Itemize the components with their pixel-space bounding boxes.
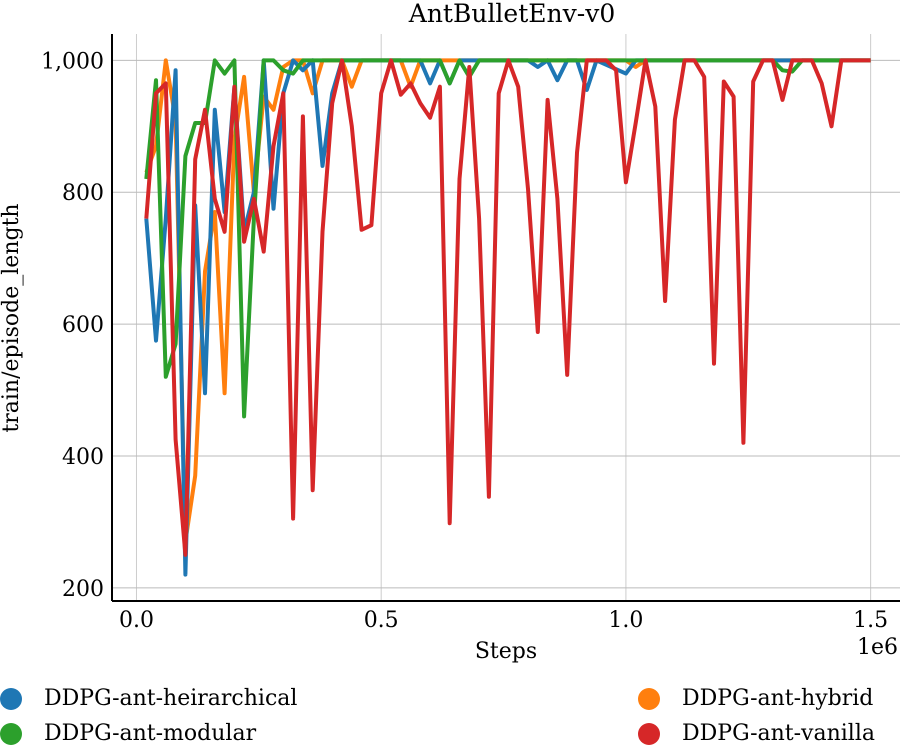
y-tick-label: 400: [62, 445, 104, 470]
legend-label: DDPG-ant-hybrid: [682, 686, 874, 711]
chart: AntBulletEnv-v0 0.0 0.5 1.0 1.5 200 400 600 800…: [0, 0, 900, 664]
x-axis-label: Steps: [475, 639, 537, 664]
legend-label: DDPG-ant-vanilla: [682, 721, 875, 746]
legend-dot-icon: [0, 687, 22, 710]
legend-dot-icon: [0, 722, 22, 745]
legend-item-modular: DDPG-ant-modular: [0, 721, 256, 746]
y-axis-label: train/episode_length: [0, 203, 24, 432]
y-tick-label: 600: [62, 313, 104, 338]
tick-labels: 0.0 0.5 1.0 1.5 200 400 600 800 1,000: [41, 49, 888, 633]
x-tick-label: 1.5: [853, 608, 888, 633]
series-lines: [144, 58, 871, 577]
x-axis-offset-label: 1e6: [857, 635, 898, 660]
axes: [111, 34, 900, 602]
y-tick-label: 200: [62, 577, 104, 602]
x-tick-label: 1.0: [608, 608, 643, 633]
legend-label: DDPG-ant-heirarchical: [44, 686, 298, 711]
series-line-hybrid: [144, 58, 871, 544]
legend-dot-icon: [638, 687, 660, 710]
legend: DDPG-ant-heirarchical DDPG-ant-hybrid DD…: [0, 680, 900, 750]
series-line-heirarchical: [144, 58, 871, 577]
y-tick-label: 800: [62, 181, 104, 206]
legend-dot-icon: [638, 722, 660, 745]
legend-label: DDPG-ant-modular: [44, 721, 257, 746]
series-line-modular: [144, 58, 871, 419]
legend-item-hybrid: DDPG-ant-hybrid: [638, 686, 873, 711]
x-tick-label: 0.0: [119, 608, 154, 633]
legend-item-heirarchical: DDPG-ant-heirarchical: [0, 686, 297, 711]
series-line-vanilla: [144, 58, 871, 557]
chart-title: AntBulletEnv-v0: [408, 0, 615, 28]
x-tick-label: 0.5: [364, 608, 399, 633]
y-tick-label: 1,000: [41, 49, 104, 74]
legend-item-vanilla: DDPG-ant-vanilla: [638, 721, 875, 746]
